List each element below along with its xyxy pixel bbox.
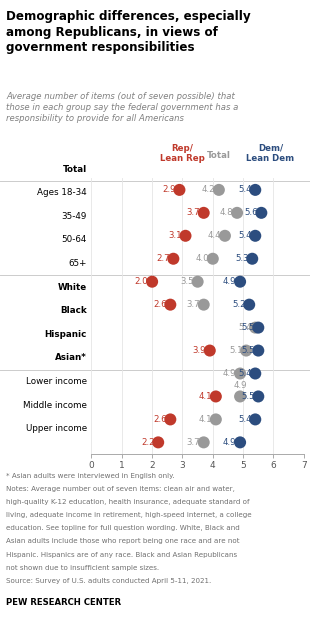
Point (253, 369, 258, 379)
Point (238, 391, 243, 401)
Text: 5.4: 5.4 (238, 185, 252, 195)
Text: 4.8: 4.8 (220, 208, 233, 217)
Text: 5.2: 5.2 (232, 300, 246, 309)
Text: 3.7: 3.7 (186, 438, 200, 447)
Point (213, 414, 218, 424)
Text: not shown due to insufficient sample sizes.: not shown due to insufficient sample siz… (6, 565, 159, 571)
Text: 3.7: 3.7 (186, 300, 200, 309)
Point (177, 185, 182, 195)
Text: Hispanic. Hispanics are of any race. Black and Asian Republicans: Hispanic. Hispanics are of any race. Bla… (6, 552, 237, 558)
Point (171, 254, 176, 264)
Text: 4.9: 4.9 (233, 381, 247, 390)
Point (207, 346, 212, 356)
Point (201, 438, 206, 448)
Point (256, 322, 261, 332)
Text: 3.5: 3.5 (180, 277, 194, 286)
Point (168, 300, 173, 310)
Text: 4.9: 4.9 (223, 438, 237, 447)
Point (253, 185, 258, 195)
Point (250, 254, 255, 264)
Point (183, 231, 188, 241)
Text: 5.5: 5.5 (241, 323, 255, 332)
Point (223, 231, 228, 241)
Text: 4.9: 4.9 (223, 369, 237, 378)
Text: 4.2: 4.2 (202, 185, 215, 195)
Text: 5.4: 5.4 (238, 369, 252, 378)
Text: Average number of items (out of seven possible) that
those in each group say the: Average number of items (out of seven po… (6, 92, 239, 123)
Text: 5.1: 5.1 (229, 346, 242, 355)
Text: education. See topline for full question wording. White, Black and: education. See topline for full question… (6, 525, 240, 531)
Point (156, 438, 161, 448)
Text: Source: Survey of U.S. adults conducted April 5-11, 2021.: Source: Survey of U.S. adults conducted … (6, 578, 211, 584)
Text: 2.6: 2.6 (153, 300, 167, 309)
Point (244, 346, 249, 356)
Text: 5.4: 5.4 (238, 231, 252, 240)
Text: Rep/
Lean Rep: Rep/ Lean Rep (160, 144, 205, 163)
Text: Ages 18-34: Ages 18-34 (37, 188, 87, 197)
Text: Demographic differences, especially
among Republicans, in views of
government re: Demographic differences, especially amon… (6, 10, 251, 54)
Point (253, 414, 258, 424)
Text: 5.4: 5.4 (238, 323, 252, 332)
Point (150, 277, 155, 287)
Point (253, 231, 258, 241)
Text: 3.9: 3.9 (193, 346, 206, 355)
Text: White: White (58, 282, 87, 292)
Text: * Asian adults were interviewed in English only.: * Asian adults were interviewed in Engli… (6, 473, 175, 479)
Text: 5.5: 5.5 (241, 346, 255, 355)
Text: Asian adults include those who report being one race and are not: Asian adults include those who report be… (6, 538, 240, 545)
Text: Notes: Average number out of seven items: clean air and water,: Notes: Average number out of seven items… (6, 486, 235, 492)
Point (210, 254, 215, 264)
Text: 4.1: 4.1 (199, 392, 212, 401)
Text: Upper income: Upper income (26, 424, 87, 433)
Text: 5.3: 5.3 (235, 254, 249, 264)
Point (259, 208, 264, 218)
Point (213, 391, 218, 401)
Point (168, 414, 173, 424)
Text: 5.4: 5.4 (238, 415, 252, 424)
Text: Middle income: Middle income (23, 401, 87, 409)
Text: Dem/
Lean Dem: Dem/ Lean Dem (246, 144, 294, 163)
Text: 2.0: 2.0 (135, 277, 148, 286)
Text: 4.4: 4.4 (208, 231, 221, 240)
Text: 2.6: 2.6 (153, 415, 167, 424)
Point (256, 346, 261, 356)
Text: 4.9: 4.9 (223, 277, 237, 286)
Text: Total: Total (63, 165, 87, 173)
Text: 3.7: 3.7 (186, 208, 200, 217)
Text: 4.1: 4.1 (199, 415, 212, 424)
Point (195, 277, 200, 287)
Text: Lower income: Lower income (26, 377, 87, 386)
Point (253, 322, 258, 332)
Text: Black: Black (60, 306, 87, 316)
Text: 5.5: 5.5 (241, 392, 255, 401)
Text: Total: Total (207, 151, 231, 160)
Text: 35-49: 35-49 (61, 212, 87, 221)
Text: Asian*: Asian* (55, 354, 87, 362)
Text: 50-64: 50-64 (61, 235, 87, 244)
Point (238, 438, 243, 448)
Text: PEW RESEARCH CENTER: PEW RESEARCH CENTER (6, 598, 121, 607)
Text: 4.0: 4.0 (196, 254, 209, 264)
Point (238, 369, 243, 379)
Point (216, 185, 221, 195)
Point (256, 391, 261, 401)
Text: 2.9: 2.9 (162, 185, 176, 195)
Point (235, 208, 240, 218)
Text: 3.1: 3.1 (168, 231, 182, 240)
Point (201, 300, 206, 310)
Point (201, 208, 206, 218)
Text: 2.2: 2.2 (141, 438, 155, 447)
Text: living, adequate income in retirement, high-speed internet, a college: living, adequate income in retirement, h… (6, 512, 252, 518)
Text: Hispanic: Hispanic (44, 330, 87, 339)
Text: 65+: 65+ (69, 259, 87, 268)
Text: 2.7: 2.7 (156, 254, 170, 264)
Text: high-quality K-12 education, health insurance, adequate standard of: high-quality K-12 education, health insu… (6, 499, 250, 505)
Point (238, 277, 243, 287)
Text: 5.6: 5.6 (244, 208, 258, 217)
Point (247, 300, 252, 310)
